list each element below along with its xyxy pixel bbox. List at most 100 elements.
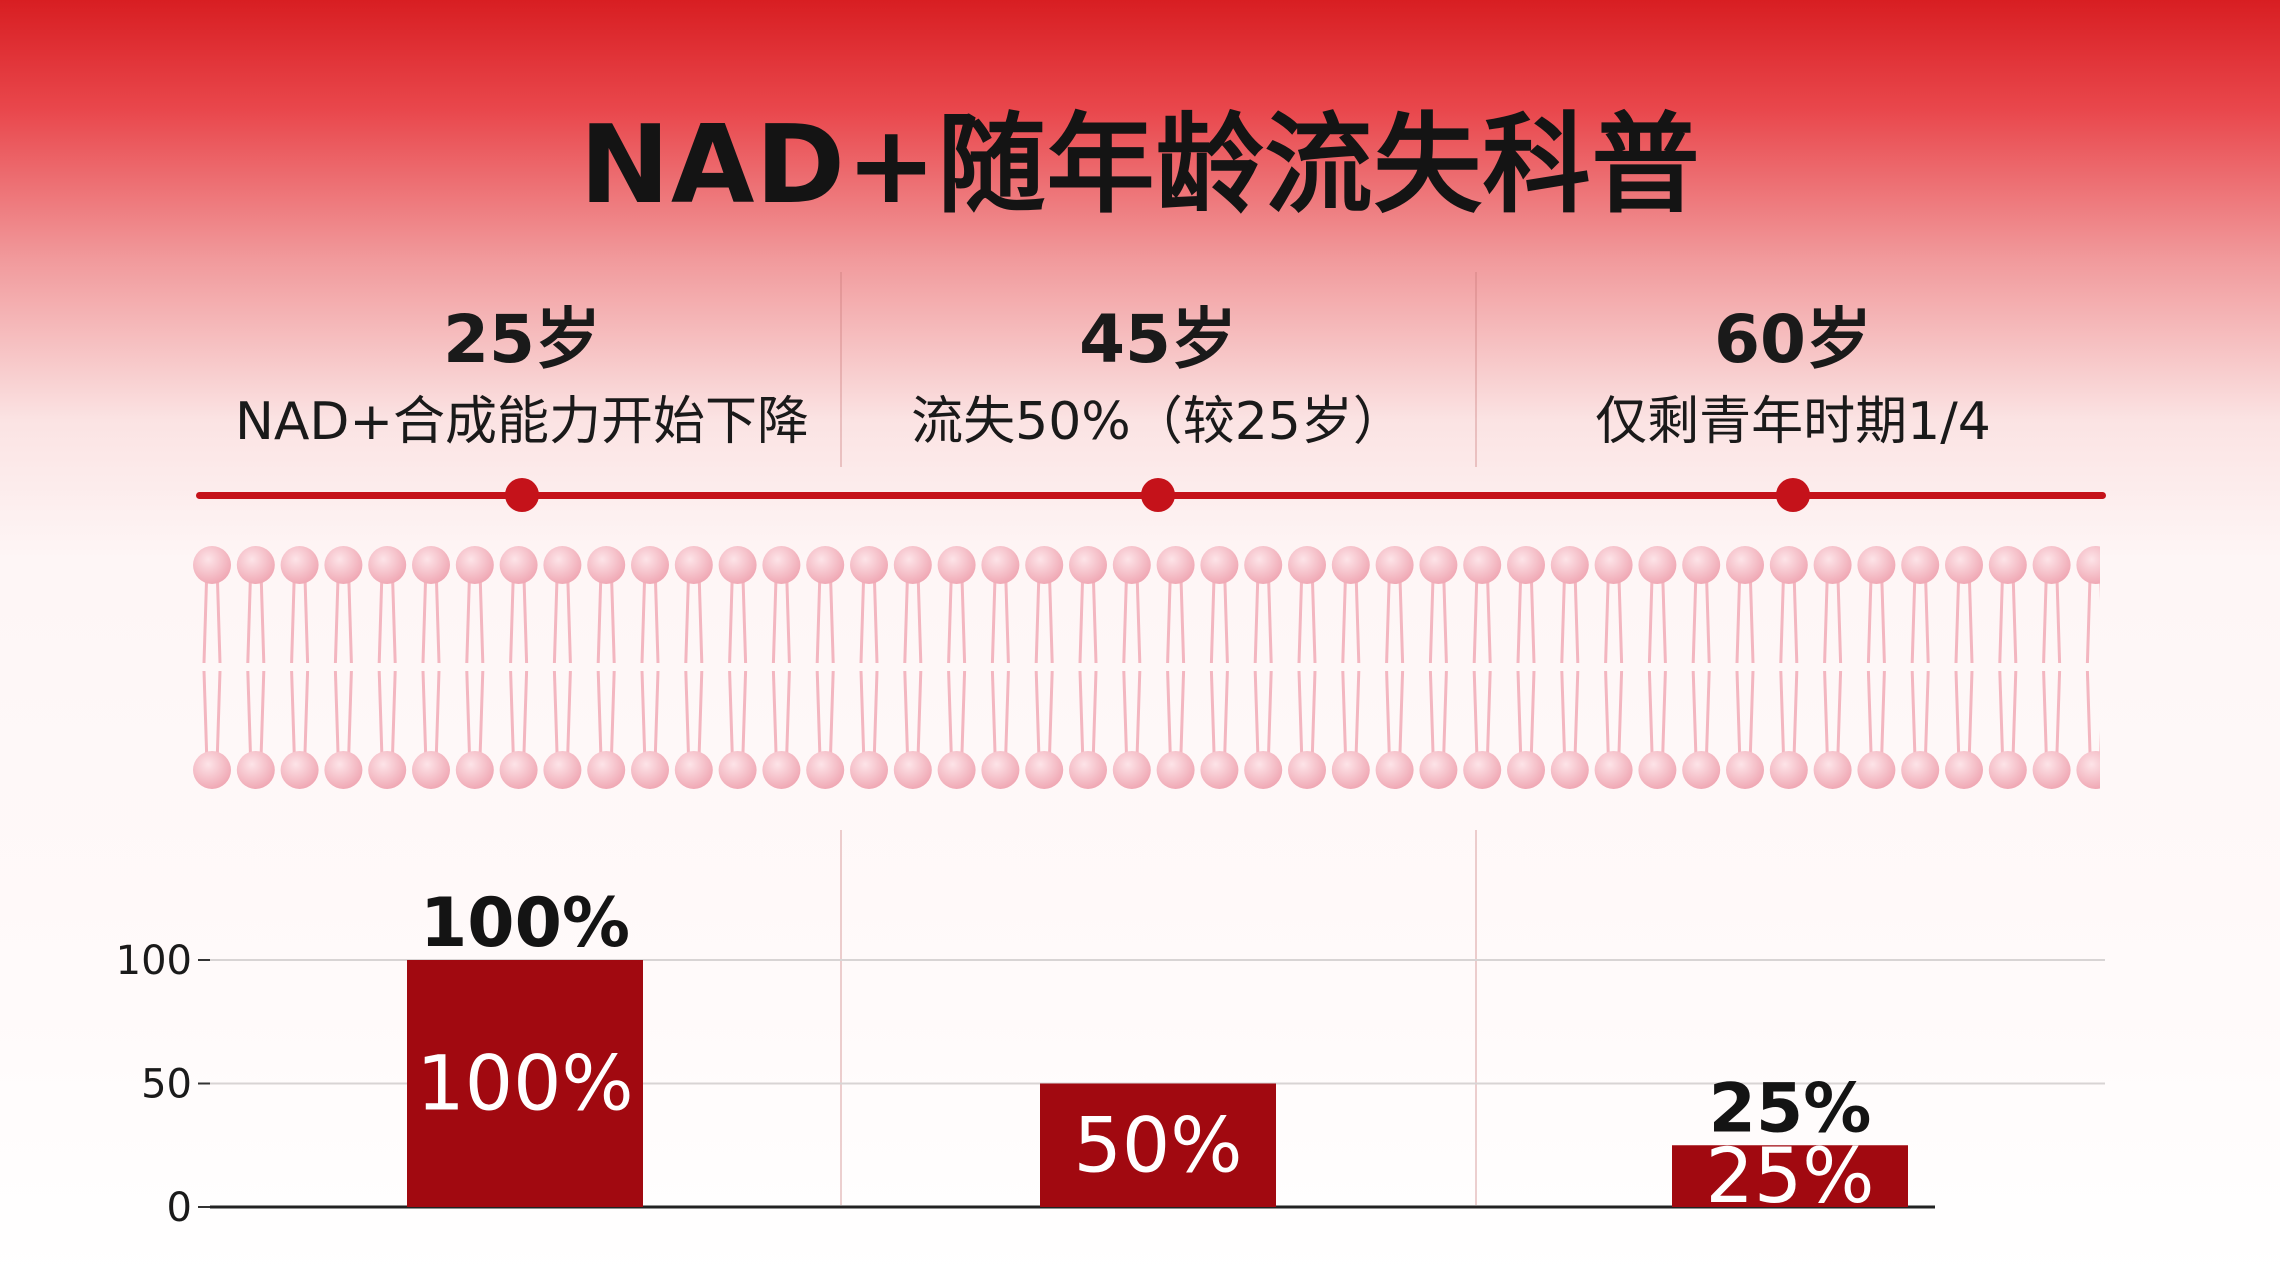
- lipid-tails: [1735, 564, 1755, 766]
- lipid-head-bottom: [1594, 751, 1633, 789]
- lipid-tails: [1910, 564, 1930, 766]
- lipid-head-bottom: [1813, 751, 1852, 789]
- age-description: 流失50%（较25岁）: [911, 392, 1405, 452]
- lipid-tails: [728, 564, 748, 766]
- lipid-head-bottom: [1726, 751, 1764, 789]
- lipid-tails: [1691, 564, 1711, 766]
- lipid-tails: [1428, 564, 1448, 766]
- lipid-head-bottom: [1857, 751, 1896, 789]
- lipid-head-top: [1200, 546, 1239, 584]
- lipid-head-top: [674, 546, 713, 584]
- lipid-head-top: [937, 546, 976, 584]
- lipid-head-top: [1988, 546, 2027, 584]
- lipid-head-top: [1025, 546, 1064, 584]
- lipid-head-bottom: [674, 751, 713, 789]
- lipid-head-bottom: [1069, 751, 1107, 789]
- column-header-25: 25岁 NAD+合成能力开始下降: [202, 300, 842, 462]
- lipid-tails: [1034, 564, 1054, 766]
- lipid-head-top: [1112, 546, 1151, 584]
- lipid-head-bottom: [1156, 751, 1195, 789]
- y-tick-label: 0: [167, 1185, 192, 1231]
- lipid-head-top: [499, 546, 538, 584]
- lipid-tails: [640, 564, 660, 766]
- lipid-tails: [1604, 564, 1624, 766]
- lipid-head-bottom: [937, 751, 976, 789]
- lipid-head-bottom: [455, 751, 494, 789]
- column-divider-top: [1475, 272, 1477, 467]
- lipid-tails: [421, 564, 441, 766]
- lipid-head-bottom: [1769, 751, 1808, 789]
- lipid-head-bottom: [280, 751, 319, 789]
- y-tick-label: 100: [116, 938, 192, 984]
- lipid-head-top: [587, 546, 626, 584]
- age-label: 60岁: [1714, 301, 1872, 378]
- timeline-dot-60: [1776, 478, 1810, 512]
- lipid-tails: [1297, 564, 1317, 766]
- column-divider-bottom: [840, 830, 842, 1205]
- lipid-head-top: [981, 546, 1020, 584]
- lipid-head-top: [2032, 546, 2071, 584]
- page-title: NAD+随年龄流失科普: [579, 103, 1701, 228]
- lipid-tails: [684, 564, 704, 766]
- lipid-tails: [815, 564, 835, 766]
- lipid-tails: [2085, 564, 2100, 766]
- lipid-head-top: [1419, 546, 1458, 584]
- lipid-head-bottom: [1463, 751, 1502, 789]
- bar-value-label: 25%: [1706, 1131, 1875, 1220]
- nad-bar-chart: 0 50 100 100% 100% 50% 25%25%: [116, 884, 2105, 1231]
- lipid-head-bottom: [412, 751, 450, 789]
- lipid-head-bottom: [1901, 751, 1940, 789]
- lipid-head-bottom: [1550, 751, 1589, 789]
- lipid-head-top: [455, 546, 494, 584]
- lipid-head-bottom: [587, 751, 626, 789]
- lipid-head-top: [236, 546, 275, 584]
- bar: [407, 960, 643, 1207]
- lipid-head-top: [1550, 546, 1589, 584]
- lipid-head-top: [368, 546, 407, 584]
- lipid-head-bottom: [499, 751, 538, 789]
- lipid-head-top: [324, 546, 363, 584]
- lipid-head-top: [1726, 546, 1764, 584]
- lipid-head-bottom: [762, 751, 801, 789]
- column-divider-bottom: [1475, 830, 1477, 1205]
- lipid-head-bottom: [1244, 751, 1283, 789]
- bar-value-label: 50%: [1074, 1100, 1243, 1189]
- timeline-dot-45: [1141, 478, 1175, 512]
- lipid-head-bottom: [1025, 751, 1064, 789]
- lipid-tails: [1647, 564, 1667, 766]
- age-description: NAD+合成能力开始下降: [234, 392, 810, 452]
- lipid-head-top: [1769, 546, 1808, 584]
- lipid-head-top: [2076, 546, 2100, 584]
- lipid-head-top: [543, 546, 582, 584]
- lipid-tails: [1866, 564, 1886, 766]
- lipid-head-top: [1682, 546, 1721, 584]
- lipid-head-top: [1331, 546, 1370, 584]
- lipid-head-bottom: [850, 751, 888, 789]
- lipid-tails: [465, 564, 485, 766]
- lipid-head-top: [1857, 546, 1896, 584]
- lipid-head-bottom: [2032, 751, 2071, 789]
- lipid-tails: [333, 564, 353, 766]
- lipid-head-bottom: [893, 751, 932, 789]
- column-divider-top: [840, 272, 842, 467]
- timeline-dot-25: [505, 478, 539, 512]
- lipid-head-bottom: [806, 751, 845, 789]
- column-header-45: 45岁 流失50%（较25岁）: [838, 300, 1478, 462]
- lipid-head-top: [718, 546, 757, 584]
- lipid-head-top: [1901, 546, 1940, 584]
- lipid-head-bottom: [1507, 751, 1545, 789]
- lipid-tails: [1954, 564, 1974, 766]
- bar-value-label: 100%: [416, 1039, 633, 1128]
- lipid-tails: [771, 564, 791, 766]
- lipid-head-bottom: [368, 751, 407, 789]
- lipid-head-top: [762, 546, 801, 584]
- lipid-head-bottom: [193, 751, 231, 789]
- lipid-head-bottom: [1375, 751, 1414, 789]
- bar: [1672, 1145, 1908, 1207]
- bar-top-label: 25%: [1709, 1069, 1872, 1148]
- lipid-head-bottom: [543, 751, 582, 789]
- lipid-head-bottom: [1288, 751, 1326, 789]
- lipid-tails: [509, 564, 529, 766]
- lipid-tails: [552, 564, 572, 766]
- lipid-head-top: [1507, 546, 1545, 584]
